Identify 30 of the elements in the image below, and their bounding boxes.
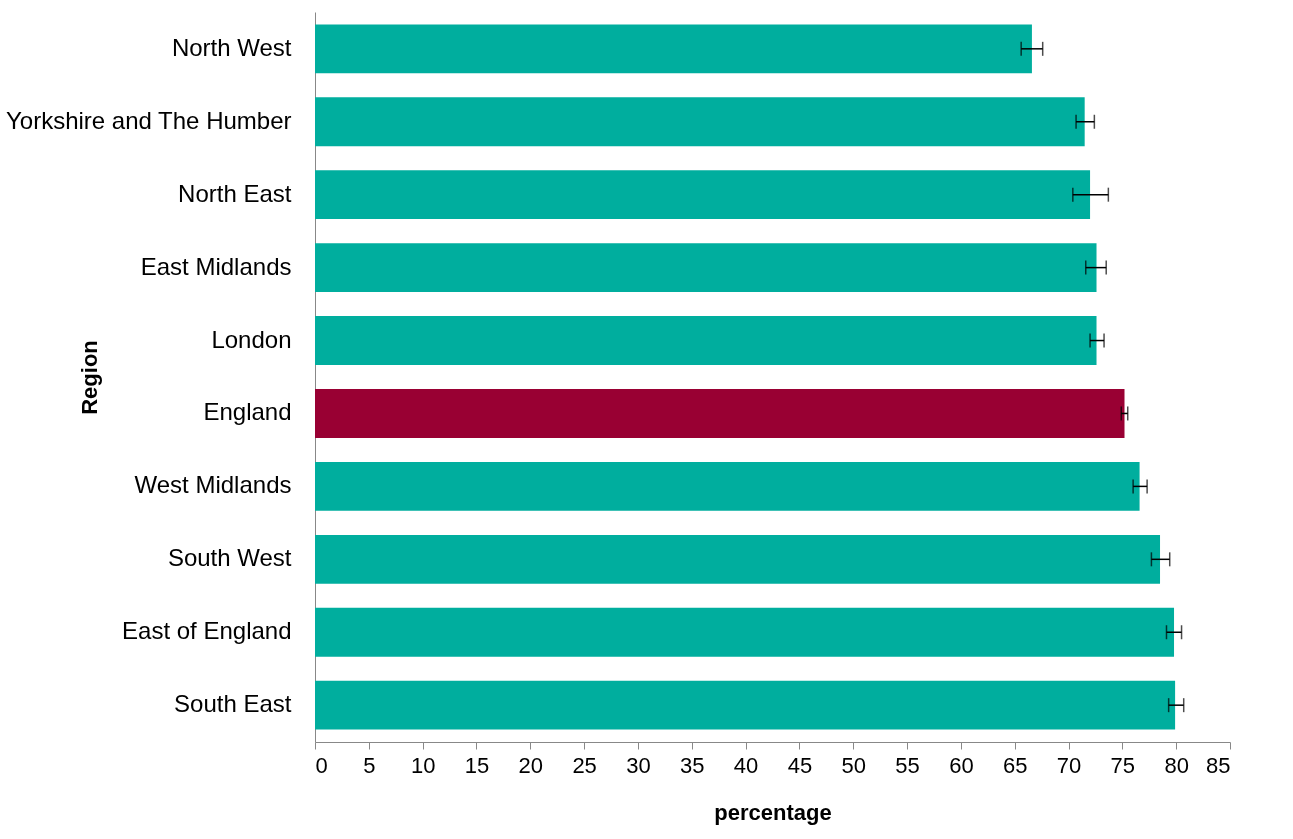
x-tick-label: 10 <box>410 752 436 778</box>
y-tick-label: North East <box>178 179 292 207</box>
x-tick-label: 50 <box>841 752 866 778</box>
x-tick-label: 55 <box>895 752 920 778</box>
x-tick-label: 45 <box>787 752 813 778</box>
x-tick-label: 25 <box>572 752 597 778</box>
y-tick-label: East Midlands <box>140 252 292 280</box>
y-tick-label: North West <box>171 33 292 61</box>
y-tick-label: London <box>211 325 292 353</box>
x-tick-label: 15 <box>464 752 490 778</box>
x-tick-label: 0 <box>315 752 328 778</box>
y-tick-label: East of England <box>122 617 292 645</box>
y-tick-label: South East <box>174 690 292 718</box>
x-tick-label: 70 <box>1056 752 1082 778</box>
y-axis-title: Region <box>76 340 102 415</box>
x-tick-label: 20 <box>518 752 544 778</box>
x-tick-label: 75 <box>1110 752 1136 778</box>
x-tick-label: 60 <box>949 752 974 778</box>
x-tick-label: 40 <box>733 752 759 778</box>
y-tick-label: South West <box>167 544 292 572</box>
x-axis-title: percentage <box>714 799 832 825</box>
y-tick-label: England <box>203 398 292 426</box>
y-tick-label: Yorkshire and The Humber <box>6 106 292 134</box>
x-tick-label: 35 <box>680 752 705 778</box>
y-tick-label: West Midlands <box>134 471 292 499</box>
x-tick-label: 30 <box>626 752 651 778</box>
x-tick-label: 80 <box>1164 752 1189 778</box>
x-tick-label: 65 <box>1002 752 1028 778</box>
x-tick-label: 5 <box>363 752 376 778</box>
x-tick-label: 85 <box>1206 752 1231 778</box>
